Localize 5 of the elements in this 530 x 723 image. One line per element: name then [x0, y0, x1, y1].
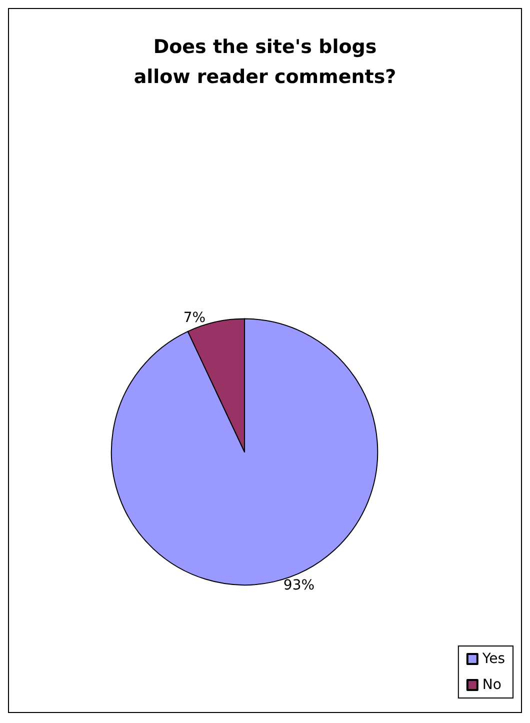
legend-label: Yes — [481, 651, 506, 667]
legend-label: No — [482, 677, 502, 693]
data-label: 93% — [283, 578, 315, 594]
data-label: 7% — [183, 310, 206, 326]
chart-title: Does the site's blogs allow reader comments? — [134, 36, 396, 88]
